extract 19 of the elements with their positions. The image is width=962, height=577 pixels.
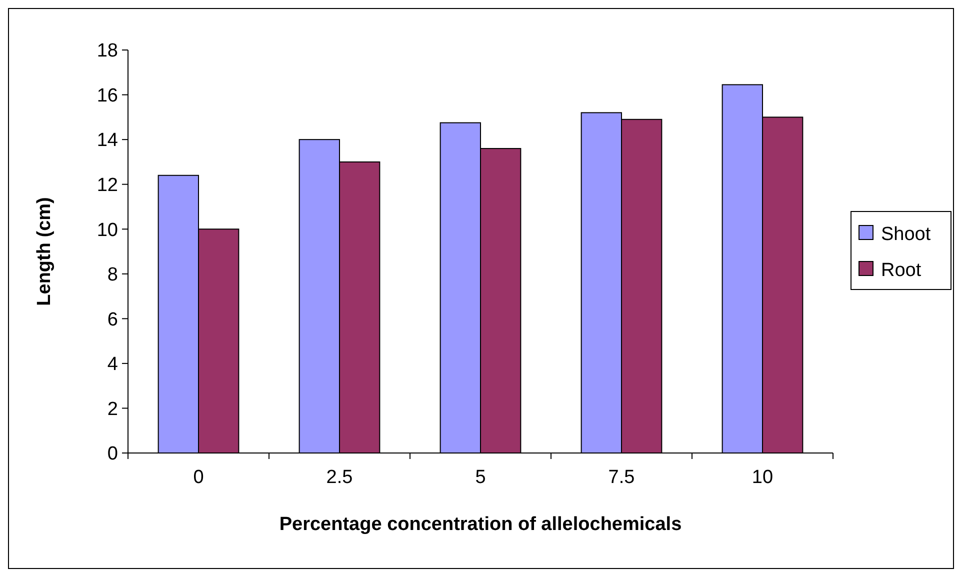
y-tick-label: 18 bbox=[96, 40, 118, 62]
y-tick-label: 6 bbox=[107, 309, 118, 330]
y-tick-label: 14 bbox=[96, 130, 118, 152]
y-tick-label: 12 bbox=[96, 174, 118, 196]
legend-label: Shoot bbox=[881, 224, 932, 246]
y-tick-label: 16 bbox=[96, 85, 118, 106]
x-tick-label: 7.5 bbox=[608, 467, 635, 488]
x-tick-label: 0 bbox=[193, 467, 204, 488]
y-tick-label: 10 bbox=[96, 220, 118, 241]
legend-label: Root bbox=[881, 260, 922, 282]
y-tick-label: 4 bbox=[107, 354, 118, 376]
x-axis-title: Percentage concentration of allelochemicals bbox=[279, 514, 682, 535]
y-tick-label: 2 bbox=[107, 398, 118, 420]
x-tick-label: 2.5 bbox=[326, 467, 353, 488]
y-axis-title: Length (cm) bbox=[34, 197, 55, 306]
x-tick-label: 10 bbox=[752, 467, 774, 488]
y-tick-label: 8 bbox=[107, 264, 118, 286]
y-tick-label: 0 bbox=[107, 444, 118, 465]
x-tick-label: 5 bbox=[475, 467, 486, 488]
